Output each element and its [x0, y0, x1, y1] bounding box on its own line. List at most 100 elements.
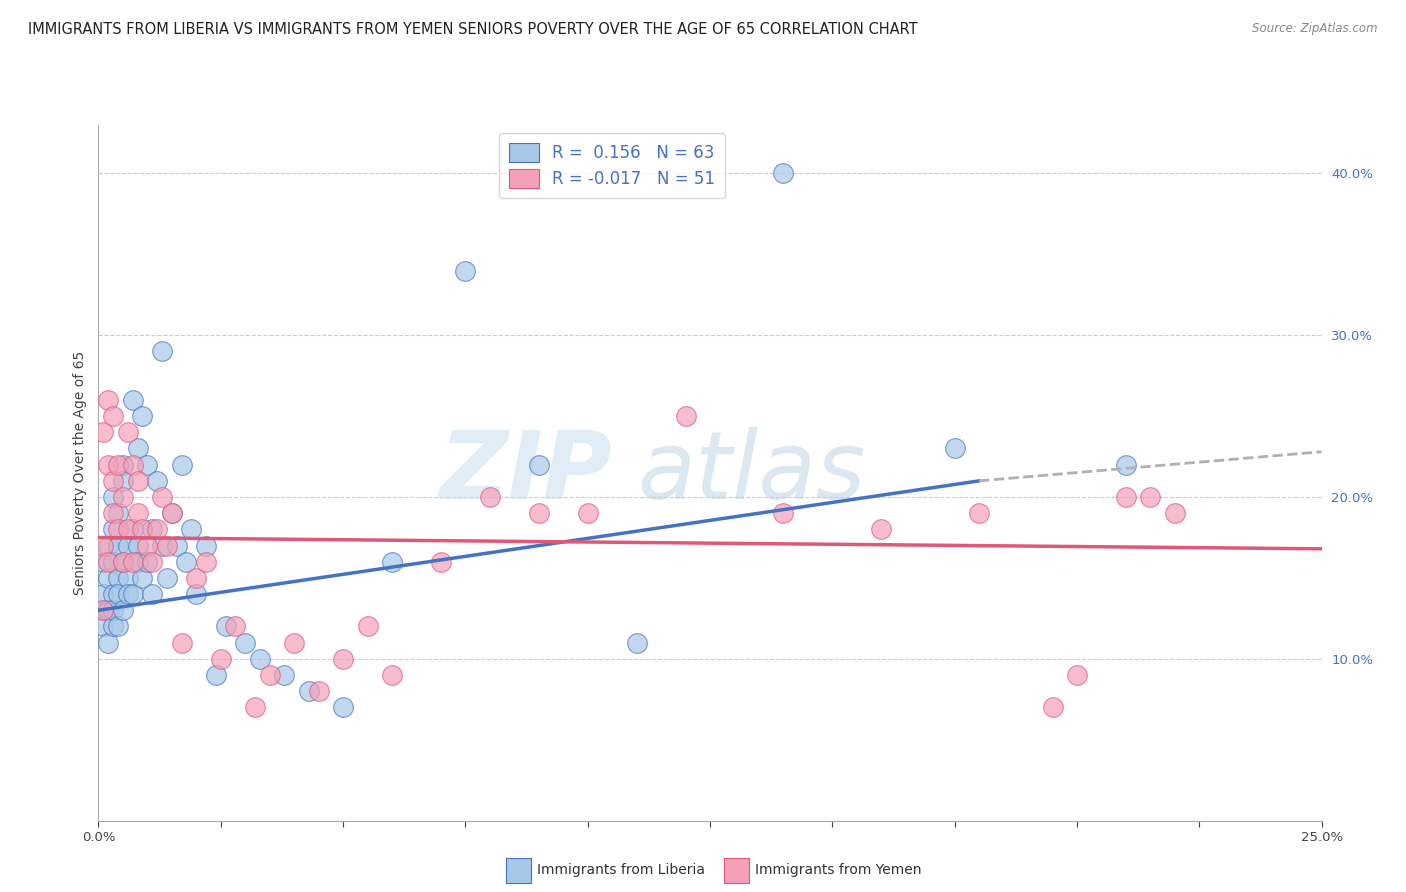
Point	[170, 458, 193, 472]
Point	[430, 555, 453, 569]
Text: Immigrants from Liberia: Immigrants from Liberia	[537, 863, 704, 877]
Point	[1139, 490, 1161, 504]
Point	[107, 522, 129, 536]
Point	[249, 652, 271, 666]
Point	[273, 668, 295, 682]
Legend: R =  0.156   N = 63, R = -0.017   N = 51: R = 0.156 N = 63, R = -0.017 N = 51	[499, 133, 725, 198]
Point	[224, 619, 246, 633]
Point	[156, 571, 179, 585]
Point	[243, 700, 266, 714]
Text: atlas: atlas	[637, 427, 865, 518]
Point	[136, 555, 159, 569]
Point	[176, 555, 198, 569]
Point	[97, 458, 120, 472]
Point	[97, 392, 120, 407]
Point	[127, 555, 149, 569]
Point	[170, 635, 193, 649]
Point	[107, 539, 129, 553]
Text: IMMIGRANTS FROM LIBERIA VS IMMIGRANTS FROM YEMEN SENIORS POVERTY OVER THE AGE OF: IMMIGRANTS FROM LIBERIA VS IMMIGRANTS FR…	[28, 22, 918, 37]
Point	[117, 425, 139, 440]
Point	[141, 587, 163, 601]
Point	[478, 490, 501, 504]
Point	[111, 603, 134, 617]
Point	[195, 555, 218, 569]
Point	[1042, 700, 1064, 714]
Point	[156, 539, 179, 553]
Point	[332, 700, 354, 714]
Point	[136, 458, 159, 472]
Point	[1115, 490, 1137, 504]
Point	[127, 442, 149, 456]
Point	[308, 684, 330, 698]
Point	[141, 555, 163, 569]
Point	[117, 522, 139, 536]
Point	[1066, 668, 1088, 682]
Point	[131, 522, 153, 536]
Point	[209, 652, 232, 666]
Point	[117, 539, 139, 553]
Point	[141, 522, 163, 536]
Point	[91, 603, 114, 617]
Point	[107, 571, 129, 585]
Point	[180, 522, 202, 536]
Point	[576, 506, 599, 520]
Point	[186, 587, 208, 601]
Text: Immigrants from Yemen: Immigrants from Yemen	[755, 863, 921, 877]
Point	[186, 571, 208, 585]
Point	[91, 587, 114, 601]
Point	[91, 555, 114, 569]
Point	[97, 603, 120, 617]
Point	[97, 555, 120, 569]
Point	[111, 458, 134, 472]
Point	[131, 571, 153, 585]
Point	[195, 539, 218, 553]
Point	[259, 668, 281, 682]
Point	[97, 635, 120, 649]
Point	[107, 587, 129, 601]
Point	[205, 668, 228, 682]
Point	[121, 458, 143, 472]
Point	[943, 442, 966, 456]
Point	[101, 555, 124, 569]
Point	[1164, 506, 1187, 520]
Point	[121, 522, 143, 536]
Point	[1115, 458, 1137, 472]
Point	[626, 635, 648, 649]
Point	[101, 619, 124, 633]
Point	[101, 506, 124, 520]
Point	[150, 539, 173, 553]
Point	[91, 603, 114, 617]
Point	[101, 603, 124, 617]
Point	[166, 539, 188, 553]
Point	[91, 619, 114, 633]
Point	[121, 587, 143, 601]
Point	[117, 587, 139, 601]
Point	[214, 619, 236, 633]
Point	[160, 506, 183, 520]
Point	[127, 506, 149, 520]
Point	[101, 490, 124, 504]
Point	[131, 409, 153, 424]
Point	[527, 458, 550, 472]
Point	[233, 635, 256, 649]
Point	[146, 474, 169, 488]
Point	[675, 409, 697, 424]
Point	[101, 474, 124, 488]
Point	[121, 392, 143, 407]
Point	[332, 652, 354, 666]
Point	[101, 522, 124, 536]
Point	[870, 522, 893, 536]
Point	[283, 635, 305, 649]
Point	[101, 409, 124, 424]
Point	[527, 506, 550, 520]
Point	[150, 490, 173, 504]
Point	[127, 474, 149, 488]
Point	[111, 555, 134, 569]
Point	[117, 571, 139, 585]
Point	[381, 668, 404, 682]
Point	[356, 619, 378, 633]
Point	[107, 458, 129, 472]
Point	[772, 506, 794, 520]
Point	[160, 506, 183, 520]
Point	[107, 619, 129, 633]
